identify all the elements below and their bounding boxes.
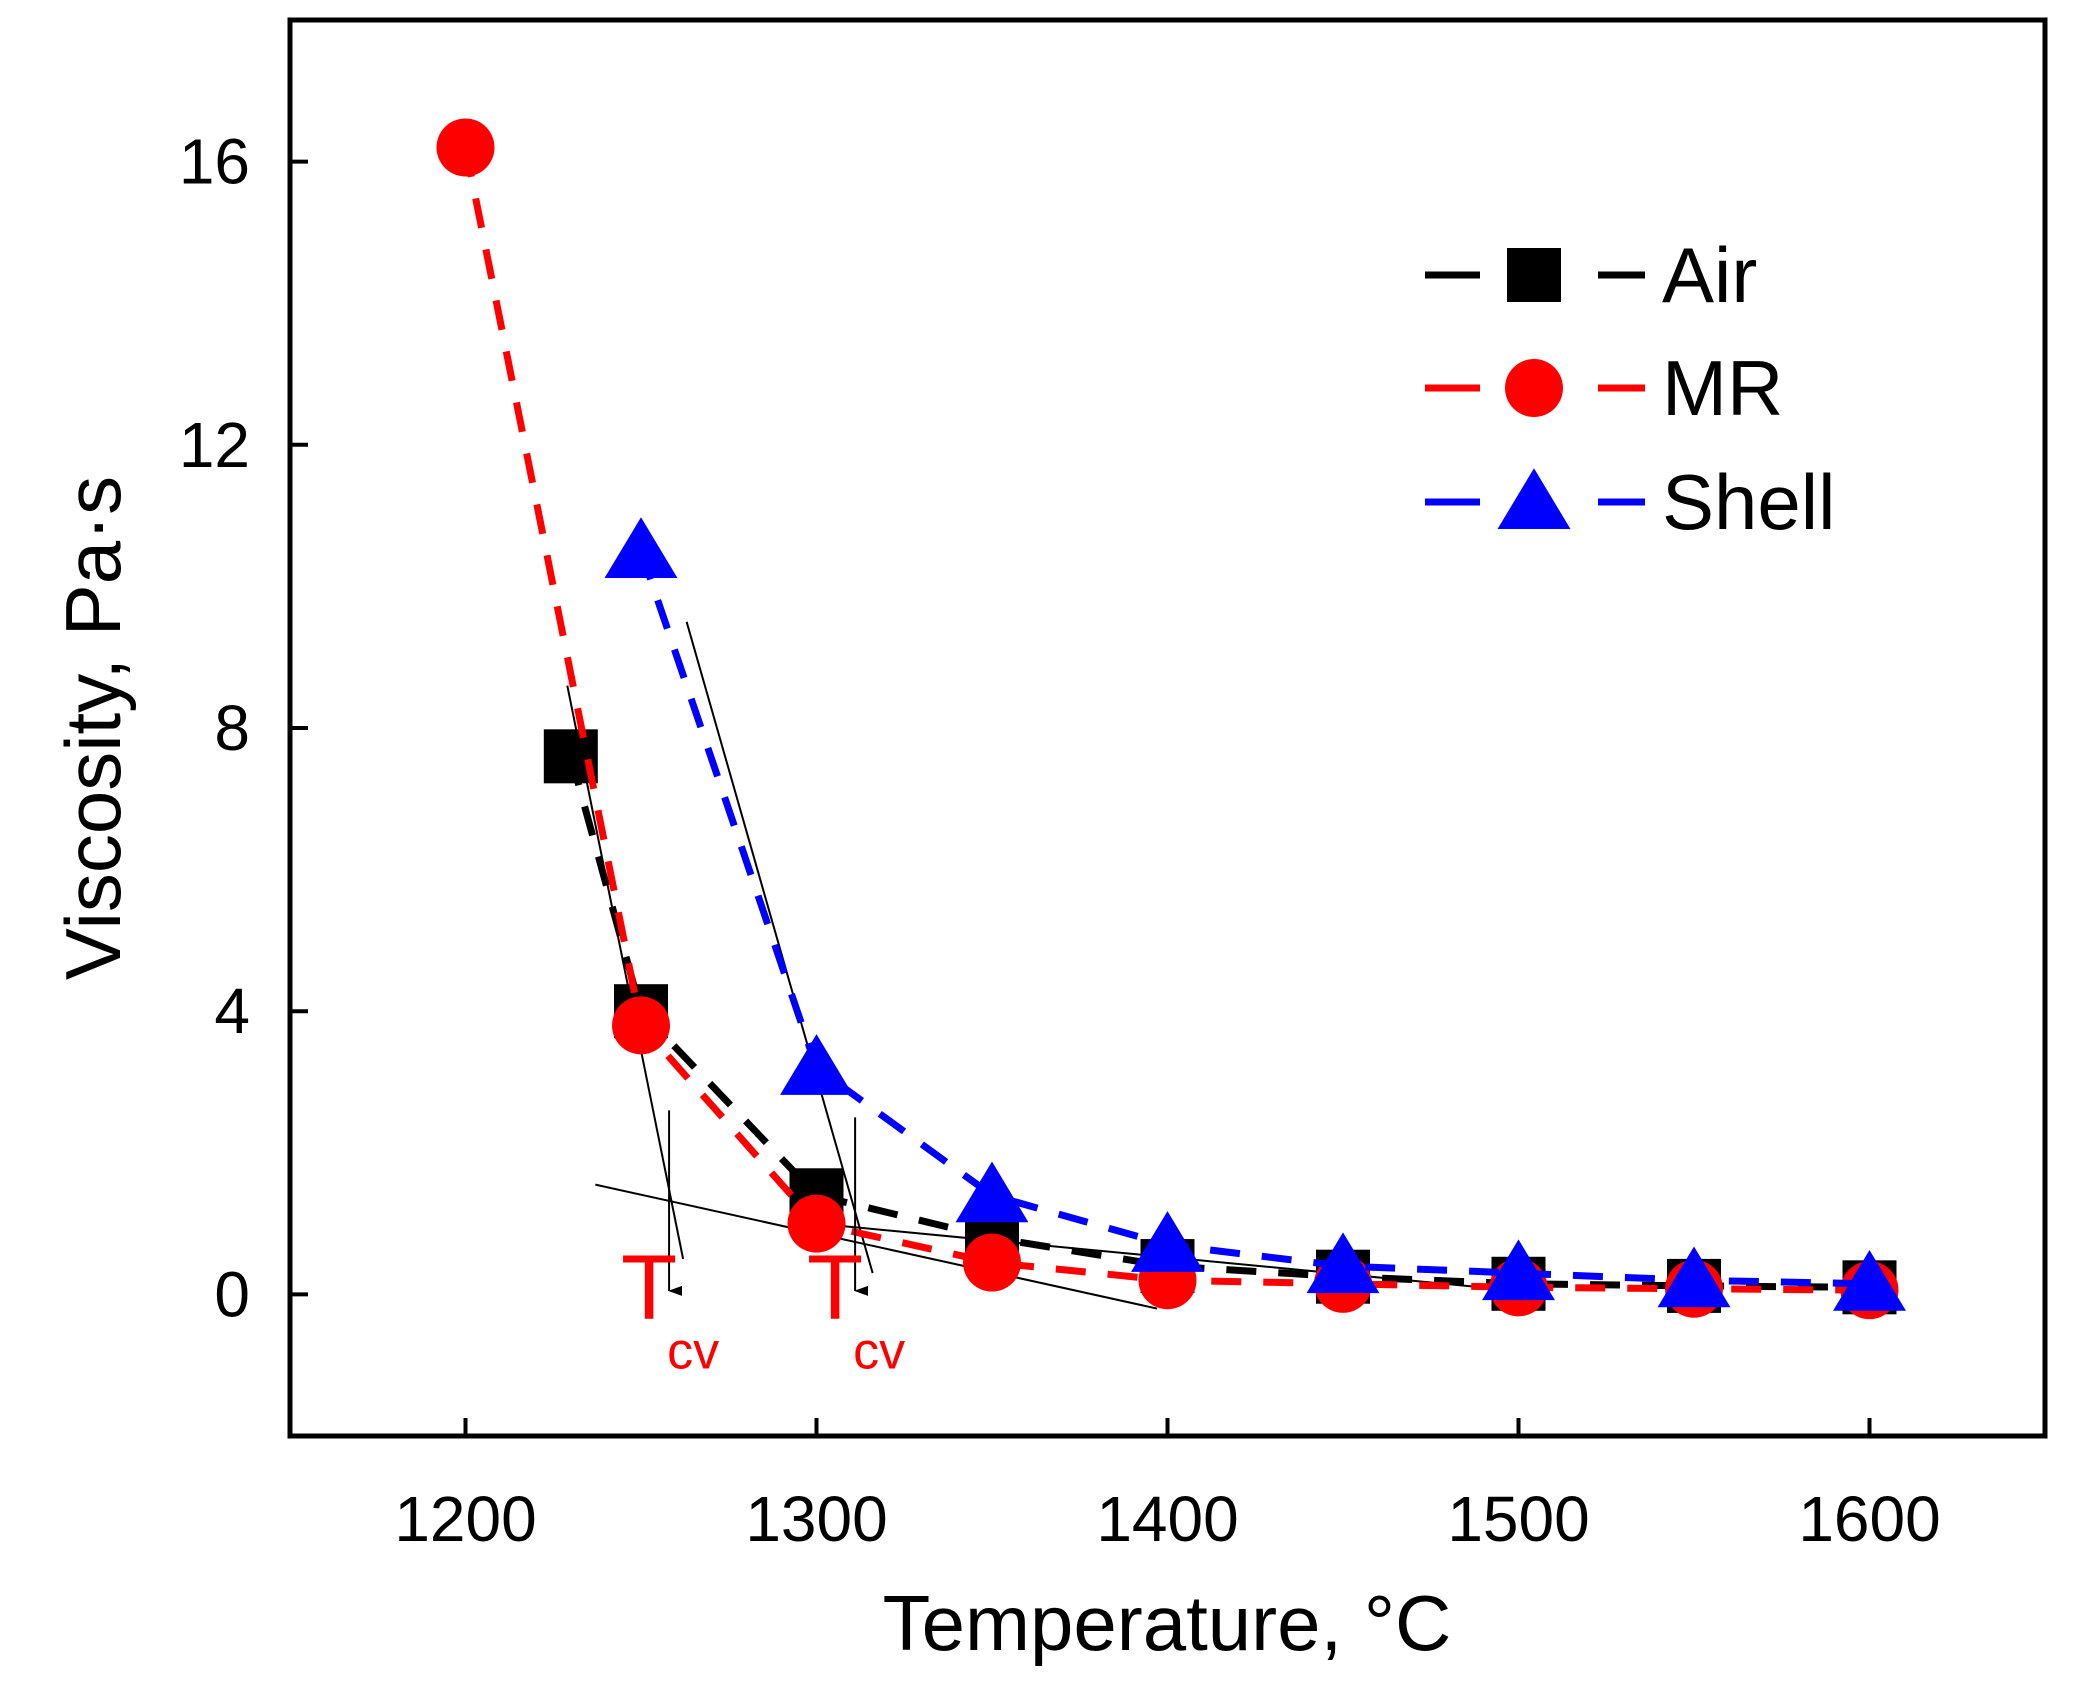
fit-lines-layer: [566, 621, 1519, 1310]
legend-label-mr: MR: [1662, 344, 1783, 432]
point-shell-2: [955, 1161, 1029, 1223]
legend-item-mr: MR: [1425, 344, 1783, 432]
point-shell-0: [604, 517, 678, 578]
point-shell-6: [1657, 1246, 1731, 1308]
point-shell-4: [1306, 1232, 1380, 1294]
tcv-subscript-0: cv: [667, 1323, 719, 1381]
tcv-subscript-1: cv: [853, 1323, 905, 1381]
y-axis-title: Viscosity, Pa·s: [49, 476, 137, 980]
series-shell: [604, 517, 1906, 1311]
tcv-label-1: T: [807, 1237, 863, 1339]
series-line-mr: [462, 146, 1870, 1294]
y-tick-label-1: 4: [214, 975, 250, 1047]
tcv-label-0: T: [621, 1237, 677, 1339]
point-shell-7: [1833, 1250, 1906, 1311]
series-layer: [436, 118, 1906, 1320]
x-tick-label-0: 1200: [394, 1483, 536, 1555]
point-shell-1: [780, 1034, 853, 1095]
legend-label-air: Air: [1662, 231, 1757, 319]
legend-marker-mr: [1505, 359, 1563, 417]
series-line-air: [567, 755, 1870, 1291]
point-shell-5: [1482, 1239, 1555, 1301]
point-mr-1: [612, 996, 670, 1055]
axes-layer: 1200 1300 1400 1500 1600 0 4 8 12 16: [179, 126, 1941, 1555]
point-shell-3: [1131, 1211, 1204, 1272]
legend-item-air: Air: [1425, 231, 1757, 319]
y-tick-label-3: 12: [179, 409, 250, 481]
tangent-line-0-1: [595, 1183, 1158, 1310]
y-tick-label-4: 16: [179, 126, 250, 198]
tangent-line-1-0: [685, 621, 874, 1274]
y-tick-label-2: 8: [214, 692, 250, 764]
legend-marker-shell: [1497, 468, 1571, 529]
legend-marker-air: [1507, 248, 1561, 302]
series-air: [543, 729, 1897, 1315]
legend: Air MR Shell: [1425, 231, 1835, 546]
x-tick-label-4: 1600: [1798, 1483, 1940, 1555]
x-axis-title: Temperature, °C: [883, 1579, 1452, 1667]
y-tick-label-0: 0: [214, 1258, 250, 1330]
legend-item-shell: Shell: [1425, 458, 1835, 546]
point-mr-0: [436, 118, 495, 177]
x-tick-label-2: 1400: [1096, 1483, 1238, 1555]
x-tick-label-1: 1300: [745, 1483, 887, 1555]
x-tick-label-3: 1500: [1447, 1483, 1589, 1555]
point-mr-3: [963, 1233, 1021, 1292]
point-mr-2: [787, 1194, 846, 1253]
legend-label-shell: Shell: [1662, 458, 1835, 546]
